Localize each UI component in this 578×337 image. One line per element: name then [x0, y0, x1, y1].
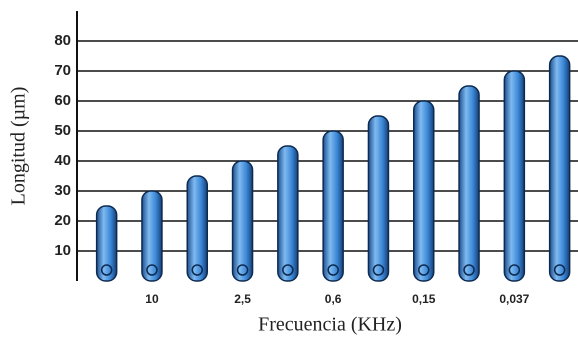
bar — [504, 71, 524, 281]
x-axis-label: Frecuencia (KHz) — [258, 314, 402, 336]
bar — [459, 86, 479, 281]
bar — [142, 191, 162, 281]
y-tick-label: 60 — [54, 92, 71, 109]
x-tick-label: 0,037 — [499, 292, 529, 306]
y-tick-label: 40 — [54, 152, 71, 169]
y-tick-label: 50 — [54, 122, 71, 139]
bar — [550, 56, 570, 281]
bar — [97, 206, 117, 281]
y-tick-label: 30 — [54, 182, 71, 199]
bar — [323, 131, 343, 281]
y-axis-label: Longitud (µm) — [8, 87, 30, 206]
bar — [368, 116, 388, 281]
x-tick-label: 0,15 — [412, 292, 436, 306]
y-tick-label: 20 — [54, 212, 71, 229]
bar — [278, 146, 298, 281]
y-tick-label: 70 — [54, 62, 71, 79]
bar — [414, 101, 434, 281]
x-tick-label: 2,5 — [234, 292, 251, 306]
y-tick-label: 10 — [54, 242, 71, 259]
chart: Frecuencia (KHz) Longitud (µm) 10 20 30 40 5… — [0, 0, 578, 337]
bar — [233, 161, 253, 281]
x-tick-label: 0,6 — [325, 292, 342, 306]
y-tick-label: 80 — [54, 32, 71, 49]
x-tick-label: 10 — [145, 292, 159, 306]
